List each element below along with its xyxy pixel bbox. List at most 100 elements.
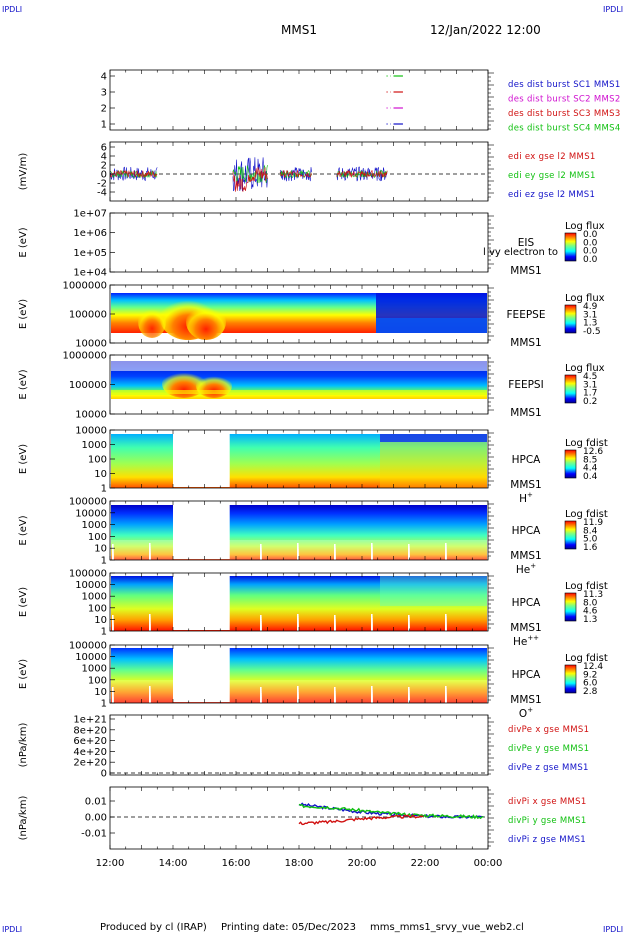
data-gap <box>173 574 230 630</box>
y-axis-label: (nPa/km) <box>18 723 29 768</box>
data-gap <box>173 431 230 487</box>
colorbar-tick: 11.3 <box>583 590 603 600</box>
y-tick-label: 2e+20 <box>73 758 107 769</box>
panel-hpca-he <box>111 502 487 560</box>
y-axis-label: E (eV) <box>18 587 29 617</box>
footer-printing: Printing date: 05/Dec/2023 <box>221 922 356 933</box>
y-tick-label: 1 <box>101 556 107 567</box>
edi-trace <box>109 169 158 178</box>
y-tick-label: 1000 <box>82 520 107 531</box>
y-tick-label: 10000 <box>75 339 107 350</box>
data-gap <box>173 646 230 702</box>
corner-label-tl: IPDLI <box>2 5 22 14</box>
spacecraft-label: MMS1 <box>510 694 541 706</box>
y-tick-label: 1e+21 <box>73 715 107 726</box>
panel-frames: 1 2 3 4 des dist burst SC1 MMS1 des dist burs… <box>18 69 621 869</box>
colorbar-tick: 0.0 <box>583 238 598 248</box>
colorbar-tick: 5.0 <box>583 535 598 545</box>
colorbar-tick: 1.3 <box>583 319 597 329</box>
y-tick-label: -2 <box>97 179 107 190</box>
y-tick-label: 10000 <box>75 580 107 591</box>
colorbar-tick: 8.0 <box>583 598 598 608</box>
colorbar-tick: 1.7 <box>583 389 597 399</box>
y-tick-label: 100 <box>88 532 107 543</box>
legend-entry: des dist burst SC1 MMS1 <box>508 80 621 90</box>
colorbar-title: Log fdist <box>565 438 608 449</box>
y-tick-label: 10 <box>94 615 107 626</box>
colorbar-tick: 12.4 <box>583 662 603 672</box>
y-tick-label: 0 <box>101 170 107 181</box>
y-tick-label: 10000 <box>75 508 107 519</box>
y-tick-label: 1000 <box>82 592 107 603</box>
edi-trace <box>232 157 268 192</box>
y-tick-label: 1000000 <box>62 351 107 362</box>
y-tick-label: 1000 <box>82 664 107 675</box>
colorbar-tick: 4.9 <box>583 302 598 312</box>
corner-label-br: IPDLI <box>603 925 623 934</box>
legend-entry: des dist burst SC2 MMS2 <box>508 95 621 105</box>
y-tick-label: 6e+20 <box>73 736 107 747</box>
figure-date: 12/Jan/2022 12:00 <box>430 23 541 37</box>
x-tick-label: 20:00 <box>348 858 377 869</box>
legend-entry: divPi y gse MMS1 <box>508 816 587 826</box>
panel-divpi <box>110 802 488 826</box>
colorbar-tick: 1.3 <box>583 615 597 625</box>
y-tick-label: 0 <box>101 769 107 780</box>
y-tick-label: 10000 <box>75 426 107 437</box>
y-axis-label: (mV/m) <box>18 153 29 191</box>
y-tick-label: 1 <box>101 699 107 710</box>
spacecraft-label: MMS1 <box>510 407 541 419</box>
colorbar-title: Log flux <box>565 221 605 232</box>
colorbar-title: Log fdist <box>565 509 608 520</box>
colorbar-tick: 6.0 <box>583 679 598 689</box>
legend-entry: divPe z gse MMS1 <box>508 763 589 773</box>
colorbar-tick: 3.1 <box>583 310 597 320</box>
colorbar-tick: 4.6 <box>583 607 598 617</box>
species-label: He+ <box>516 562 536 576</box>
x-tick-label: 16:00 <box>222 858 251 869</box>
colorbar-tick: 8.5 <box>583 455 597 465</box>
y-tick-label: 1 <box>101 627 107 638</box>
y-tick-label: 100000 <box>69 497 107 508</box>
colorbar-title: Log fdist <box>565 653 608 664</box>
overflow-label: l vy electron to <box>483 247 558 258</box>
panel-burst <box>386 75 403 125</box>
colorbar-tick: 3.1 <box>583 380 597 390</box>
colorbar-tick: 0.2 <box>583 397 597 407</box>
y-tick-label: 1 <box>101 484 107 495</box>
colorbar-tick: 0.0 <box>583 255 598 265</box>
y-tick-label: 100 <box>88 603 107 614</box>
legend-entry: edi ex gse l2 MMS1 <box>508 152 596 162</box>
y-tick-label: 4e+20 <box>73 747 107 758</box>
x-tick-label: 18:00 <box>285 858 314 869</box>
panel-hpca-h <box>111 431 487 488</box>
figure-title: MMS1 <box>281 23 317 37</box>
colorbar <box>564 520 577 550</box>
y-tick-label: 1e+07 <box>73 209 107 220</box>
spacecraft-label: MMS1 <box>510 479 541 491</box>
edi-trace <box>279 169 312 178</box>
y-tick-label: 100000 <box>69 569 107 580</box>
colorbar-title: Log fdist <box>565 581 608 592</box>
y-tick-label: 10 <box>94 469 107 480</box>
y-tick-label: 3 <box>101 88 107 99</box>
instrument-label: FEEPSE <box>507 309 546 321</box>
y-tick-label: 1 <box>101 120 107 131</box>
y-axis-label: (nPa/km) <box>18 796 29 841</box>
y-tick-label: 2 <box>101 104 107 115</box>
corner-label-bl: IPDLI <box>2 925 22 934</box>
y-tick-label: 10 <box>94 687 107 698</box>
spacecraft-label: MMS1 <box>510 337 541 349</box>
spacecraft-label: MMS1 <box>510 622 541 634</box>
y-tick-label: 6 <box>101 143 107 154</box>
legend-entry: des dist burst SC4 MMS4 <box>508 124 621 134</box>
edi-trace <box>336 169 366 178</box>
spacecraft-label: MMS1 <box>510 550 541 562</box>
colorbar-tick: 0.4 <box>583 472 598 482</box>
species-label: H+ <box>519 491 533 505</box>
y-tick-label: 4 <box>101 152 107 163</box>
panel-feepse <box>111 293 487 340</box>
legend-entry: divPe x gse MMS1 <box>508 725 589 735</box>
panel-edi <box>109 157 488 192</box>
panel-frame <box>109 714 489 776</box>
